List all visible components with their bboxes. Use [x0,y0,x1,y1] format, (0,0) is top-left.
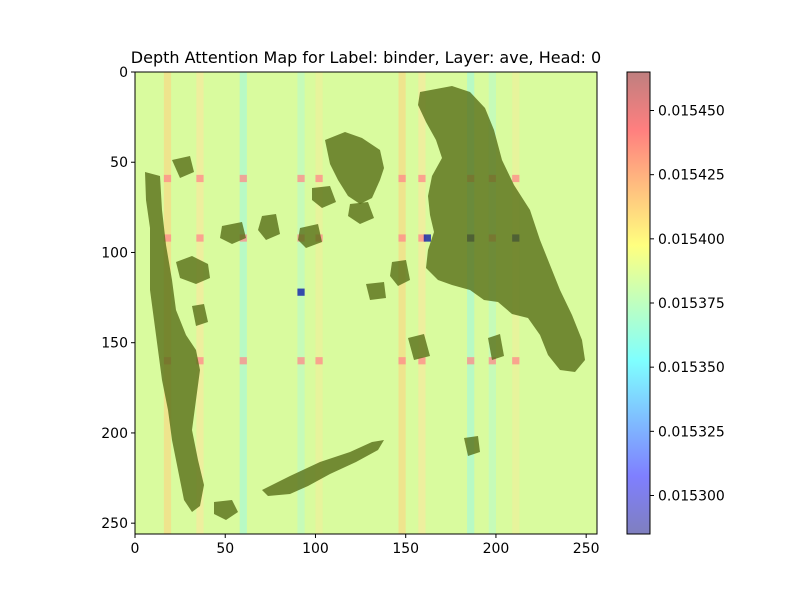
heat-column [315,72,323,534]
silhouette-east-landmass [418,86,585,372]
heat-cell [488,357,496,365]
heat-column [239,72,247,534]
heat-cell [239,357,247,365]
silhouette-south-arm [262,440,384,496]
silhouette-islet-m [408,334,430,360]
heat-cell [196,357,204,365]
colorbar-tick-label: 0.015425 [658,168,725,184]
silhouette-islet-f [172,156,194,178]
heat-cell [398,234,406,242]
y-tick-label: 250 [101,516,128,532]
heat-column [398,72,406,534]
depth-silhouette [145,86,585,520]
heat-cell [398,357,406,365]
heat-column [467,72,475,534]
silhouette-islet-g [348,202,374,224]
y-tick-label: 100 [101,245,128,261]
heat-cell [315,174,323,183]
y-tick-label: 50 [110,155,128,171]
x-axis: 0 50 100 150 200 250 [131,534,600,557]
heat-cell [297,174,305,183]
y-tick-label: 150 [101,336,128,352]
colorbar-tick-label: 0.015375 [658,296,725,312]
heat-cell [315,357,323,365]
silhouette-islet-n [488,334,504,360]
silhouette-islet-e [312,186,336,208]
heat-cell [512,174,520,183]
y-axis: 0 50 100 150 200 250 [101,65,135,532]
heat-cell [196,174,204,183]
colorbar-tick-label: 0.015450 [658,104,725,120]
silhouette-islet-c [258,214,280,240]
silhouette-islet-h [390,260,410,286]
colorbar-tick-label: 0.015325 [658,424,725,440]
heat-cell [297,357,305,365]
silhouette-islet-a [176,256,210,284]
colorbar-ticks: 0.015300 0.015325 0.015350 0.015375 0.015400… [650,104,725,505]
x-tick-label: 200 [483,541,510,557]
heat-cell [512,357,520,365]
heat-cell [163,174,172,183]
colorbar-tick-label: 0.015300 [658,489,725,505]
x-tick-label: 150 [392,541,419,557]
heat-column [488,72,496,534]
heat-column [418,72,426,534]
silhouette-north-island [325,132,384,204]
x-tick-label: 100 [302,541,329,557]
colorbar-tick-label: 0.015400 [658,232,725,248]
heat-cell [398,174,406,183]
colorbar-gradient [627,72,650,534]
silhouette-islet-d [298,224,322,248]
x-tick-label: 250 [573,541,600,557]
heat-column [196,72,204,534]
heat-cell [196,234,204,242]
heat-peak-cell [423,234,431,242]
silhouette-islet-b [220,222,246,244]
silhouette-islet-i [366,282,386,300]
plot-frame [134,71,598,535]
heat-cell [239,174,247,183]
heat-column [297,72,305,534]
colorbar-tick-label: 0.015350 [658,360,725,376]
heatmap-area [135,72,597,534]
silhouette-west-strip [145,172,204,512]
heat-cell [418,174,426,183]
heat-cell [418,357,426,365]
silhouette-islet-l [192,304,208,326]
heat-cell [467,357,475,365]
y-tick-label: 0 [119,65,128,81]
y-tick-label: 200 [101,426,128,442]
heat-peak-cell [297,288,305,296]
colorbar: 0.015300 0.015325 0.015350 0.015375 0.015400… [626,71,725,535]
heat-cell [163,234,172,242]
x-tick-label: 50 [216,541,234,557]
heat-cell [418,234,426,242]
chart-title: Depth Attention Map for Label: binder, L… [131,48,601,67]
silhouette-islet-k [464,436,480,456]
x-tick-label: 0 [131,541,140,557]
silhouette-islet-j [214,500,238,520]
